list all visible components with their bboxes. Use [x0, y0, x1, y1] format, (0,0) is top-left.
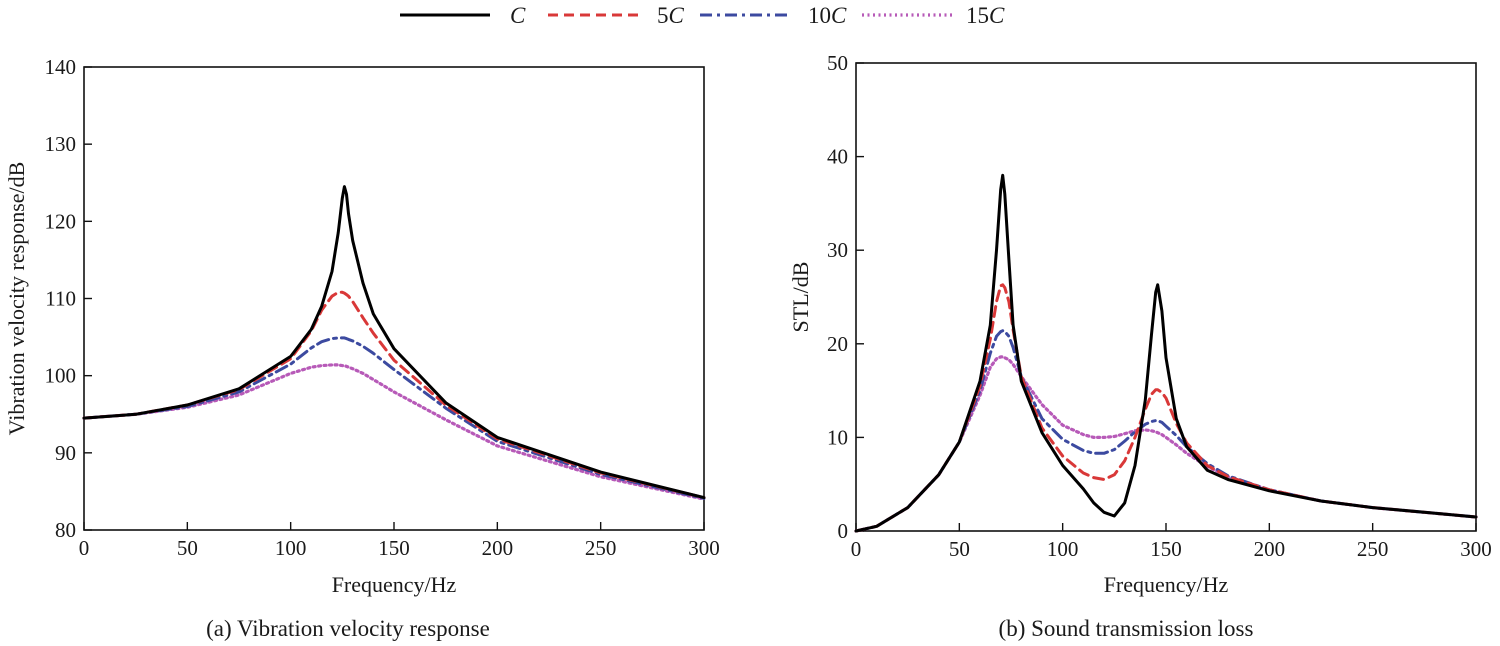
chart-caption: (a) Vibration velocity response [206, 616, 490, 641]
x-tick-label: 300 [1460, 537, 1492, 561]
x-axis-title: Frequency/Hz [332, 572, 457, 597]
series-line-C [82, 185, 706, 500]
series-line-5C [854, 283, 1478, 533]
y-tick-label: 10 [827, 425, 848, 449]
x-tick-label: 150 [1150, 537, 1182, 561]
y-axis-title: STL/dB [788, 262, 813, 333]
x-tick-label: 200 [482, 536, 514, 560]
plot-frame [83, 66, 705, 531]
legend-label-symbol: C [669, 3, 685, 28]
x-axis-title: Frequency/Hz [1104, 572, 1229, 597]
legend-label-prefix: 5 [657, 3, 669, 28]
y-tick-label: 110 [45, 287, 76, 311]
series-line-C [854, 173, 1478, 533]
x-tick-label: 200 [1254, 537, 1286, 561]
series-line-5C [82, 290, 706, 500]
legend-label-prefix: 15 [966, 3, 989, 28]
x-tick-label: 100 [275, 536, 307, 560]
legend-label: 5C [657, 3, 685, 28]
legend-label-symbol: C [510, 3, 526, 28]
legend-item-C: C [400, 3, 526, 28]
y-tick-label: 40 [827, 145, 848, 169]
legend-label: C [510, 3, 526, 28]
chart-caption: (b) Sound transmission loss [999, 616, 1254, 641]
legend-label-symbol: C [831, 3, 847, 28]
x-tick-label: 0 [79, 536, 90, 560]
y-tick-label: 0 [838, 519, 849, 543]
series-line-10C [82, 336, 706, 500]
legend: C 5C 10C 15C [400, 3, 1005, 28]
chart-vibration-velocity: 0 50 100 150 200 250 300 80 90 100 110 120 130 140 Fre… [4, 55, 720, 641]
x-tick-label: 250 [585, 536, 617, 560]
y-tick-label: 20 [827, 332, 848, 356]
y-tick-label: 30 [827, 238, 848, 262]
y-tick-label: 100 [45, 364, 77, 388]
chart-sound-transmission-loss: 0 50 100 150 200 250 300 0 10 20 30 40 50 Frequency/H… [788, 51, 1492, 641]
series-line-15C [854, 355, 1478, 533]
legend-item-15C: 15C [862, 3, 1005, 28]
legend-label: 15C [966, 3, 1005, 28]
legend-label-symbol: C [989, 3, 1005, 28]
x-tick-label: 50 [177, 536, 198, 560]
x-tick-label: 300 [688, 536, 720, 560]
legend-item-5C: 5C [548, 3, 685, 28]
y-tick-label: 130 [45, 132, 77, 156]
legend-label-prefix: 10 [808, 3, 831, 28]
y-tick-label: 80 [55, 518, 76, 542]
series-line-15C [82, 363, 706, 501]
y-tick-label: 50 [827, 51, 848, 75]
legend-item-10C: 10C [700, 3, 847, 28]
y-tick-label: 90 [55, 441, 76, 465]
x-tick-label: 100 [1047, 537, 1079, 561]
x-tick-label: 150 [378, 536, 410, 560]
series-group [82, 185, 706, 501]
legend-label: 10C [808, 3, 847, 28]
x-tick-label: 50 [949, 537, 970, 561]
y-axis-title: Vibration velocity response/dB [4, 162, 29, 436]
y-tick-label: 120 [45, 209, 77, 233]
x-tick-label: 250 [1357, 537, 1389, 561]
x-tick-label: 0 [851, 537, 862, 561]
y-tick-label: 140 [45, 55, 77, 79]
series-group [854, 173, 1478, 533]
